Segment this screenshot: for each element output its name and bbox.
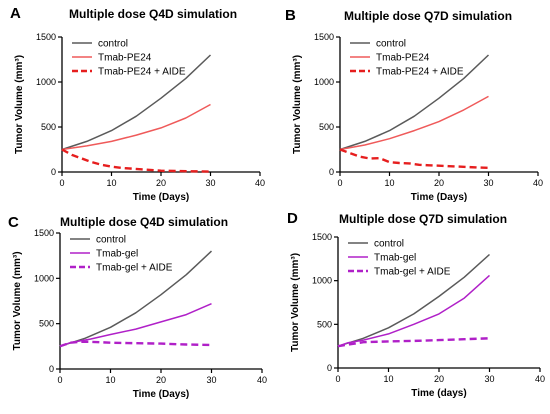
x-axis-label: Time (Days) — [411, 192, 468, 203]
legend-label: control — [98, 39, 128, 50]
chart-panel-d: D Multiple dose Q7D simulation 0 10 20 30 40 0 5… — [287, 210, 545, 399]
series-line-control — [337, 253, 491, 347]
legend-label: Tmab-gel — [96, 249, 138, 260]
series-line-control — [59, 250, 213, 348]
x-axis-label: Time (Days) — [133, 389, 190, 400]
y-tick-label: 1500 — [36, 32, 56, 42]
y-tick-label: 500 — [39, 319, 54, 329]
legend-label: Tmab-gel — [374, 253, 416, 264]
legend-label: Tmab-PE24 + AIDE — [376, 67, 464, 78]
y-tick-label: 1000 — [314, 77, 334, 87]
chart-panel-b: B Multiple dose Q7D simulation 0 10 20 30 40 0 5… — [285, 7, 543, 203]
x-tick-label: 0 — [59, 178, 64, 188]
panel-letter: B — [285, 7, 296, 24]
y-tick-label: 1500 — [312, 232, 332, 242]
x-tick-label: 10 — [106, 178, 116, 188]
x-tick-label: 20 — [156, 178, 166, 188]
y-tick-label: 1000 — [312, 276, 332, 286]
y-axis-label: Tumor Volume (mm³) — [292, 55, 303, 154]
y-tick-label: 0 — [329, 167, 334, 177]
x-tick-label: 10 — [383, 374, 393, 384]
series-line-tmab-pe24-aide — [61, 148, 211, 173]
x-tick-label: 20 — [434, 178, 444, 188]
x-tick-label: 20 — [156, 375, 166, 385]
x-tick-label: 0 — [335, 374, 340, 384]
x-tick-label: 30 — [206, 375, 216, 385]
x-tick-label: 20 — [434, 374, 444, 384]
y-tick-label: 0 — [51, 167, 56, 177]
y-tick-label: 1000 — [36, 77, 56, 87]
x-tick-label: 30 — [484, 374, 494, 384]
series-line-tmab-pe24 — [61, 103, 211, 151]
legend-label: Tmab-gel + AIDE — [96, 263, 173, 274]
legend-label: Tmab-PE24 + AIDE — [98, 67, 186, 78]
series-line-control — [339, 54, 490, 151]
legend-label: control — [374, 239, 404, 250]
chart-panel-c: C Multiple dose Q4D simulation 0 10 20 30 40 0 5… — [8, 214, 267, 400]
x-tick-label: 0 — [337, 178, 342, 188]
x-tick-label: 40 — [533, 178, 543, 188]
y-tick-label: 0 — [327, 363, 332, 373]
panel-letter: C — [8, 214, 19, 231]
panel-letter: D — [287, 210, 298, 227]
legend-label: control — [96, 235, 126, 246]
x-tick-label: 40 — [257, 375, 267, 385]
x-tick-label: 40 — [255, 178, 265, 188]
y-tick-label: 500 — [41, 122, 56, 132]
chart-title: Multiple dose Q4D simulation — [69, 7, 237, 21]
y-tick-label: 500 — [319, 122, 334, 132]
series-line-tmab-gel — [59, 303, 212, 348]
y-axis-label: Tumor Volume (mm³) — [12, 251, 23, 350]
chart-panel-a: A Multiple dose Q4D simulation 0 10 20 30 40 0 5… — [10, 5, 265, 203]
series-line-tmab-pe24-aide — [339, 148, 489, 170]
x-tick-label: 10 — [105, 375, 115, 385]
series-line-tmab-gel-aide — [337, 337, 490, 348]
series-line-control — [61, 54, 212, 151]
series-line-tmab-pe24 — [339, 95, 489, 151]
x-tick-label: 0 — [57, 375, 62, 385]
x-tick-label: 30 — [205, 178, 215, 188]
legend-label: Tmab-PE24 — [376, 53, 430, 64]
chart-title: Multiple dose Q4D simulation — [60, 215, 228, 229]
panel-letter: A — [10, 5, 21, 22]
x-tick-label: 40 — [535, 374, 545, 384]
series-line-tmab-gel — [337, 274, 491, 347]
y-tick-label: 500 — [317, 319, 332, 329]
x-tick-label: 10 — [384, 178, 394, 188]
y-tick-label: 1500 — [34, 228, 54, 238]
y-tick-label: 1000 — [34, 273, 54, 283]
chart-title: Multiple dose Q7D simulation — [339, 212, 507, 226]
series-line-tmab-gel-aide — [59, 340, 212, 348]
legend-label: control — [376, 39, 406, 50]
y-tick-label: 0 — [49, 364, 54, 374]
legend-label: Tmab-PE24 — [98, 53, 152, 64]
chart-title: Multiple dose Q7D simulation — [344, 9, 512, 23]
legend-label: Tmab-gel + AIDE — [374, 267, 451, 278]
x-axis-label: Time (Days) — [133, 192, 190, 203]
x-axis-label: Time (days) — [411, 388, 466, 399]
x-tick-label: 30 — [483, 178, 493, 188]
y-tick-label: 1500 — [314, 32, 334, 42]
y-axis-label: Tumor Volume (mm³) — [290, 253, 301, 352]
y-axis-label: Tumor Volume (mm³) — [14, 55, 25, 154]
